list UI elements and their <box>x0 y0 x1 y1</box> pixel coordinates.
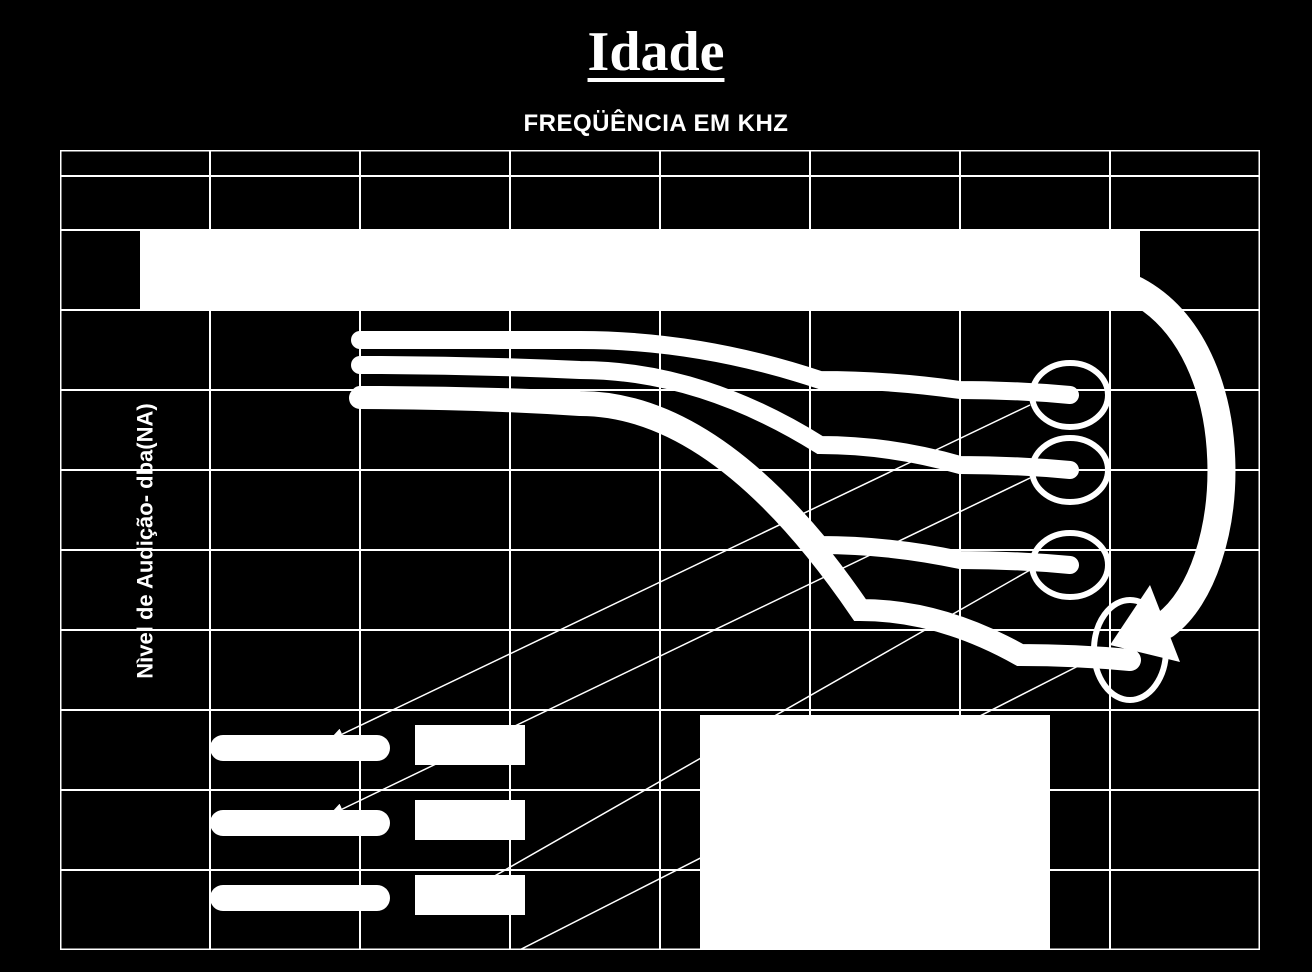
legend-pill-0 <box>210 735 390 761</box>
x-axis-title: FREQÜÊNCIA EM KHZ <box>0 110 1312 138</box>
big-arrow-shaft <box>1135 290 1221 625</box>
legend-pill-2 <box>210 885 390 911</box>
plot-area <box>60 150 1260 950</box>
chart-container: FREQÜÊNCIA EM KHZ Nìvel de Audição- dba(… <box>0 110 1312 972</box>
curve-4 <box>360 398 1130 660</box>
legend-box-2 <box>415 875 525 915</box>
legend-big-box <box>700 715 1050 950</box>
legend-arrow-0 <box>330 405 1030 740</box>
curves <box>360 340 1166 700</box>
curve-3 <box>360 395 1070 565</box>
legend-box-1 <box>415 800 525 840</box>
chart-title: Idade <box>588 20 725 84</box>
white-band <box>140 230 1140 310</box>
audiogram-svg <box>60 150 1260 950</box>
legend-box-0 <box>415 725 525 765</box>
legend-pill-1 <box>210 810 390 836</box>
